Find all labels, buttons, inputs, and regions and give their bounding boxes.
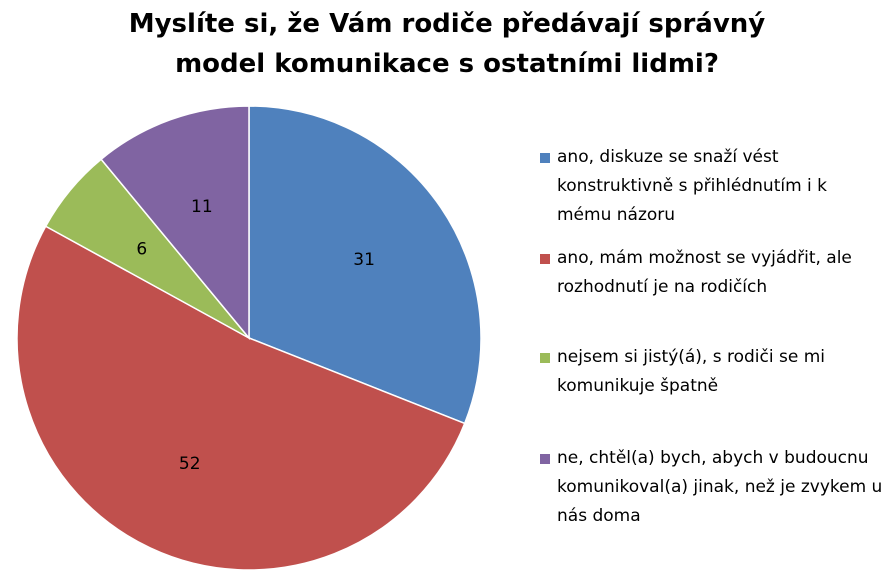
legend-item: nejsem si jistý(á), s rodiči se mi komun… — [540, 343, 885, 401]
data-label: 6 — [136, 239, 147, 259]
legend-swatch — [540, 254, 550, 264]
legend-label: ano, diskuze se snaží vést konstruktivně… — [557, 147, 828, 225]
pie-slice — [100, 105, 250, 341]
legend-label: ne, chtěl(a) bych, abych v budoucnu komu… — [557, 448, 883, 526]
data-label: 31 — [353, 250, 375, 270]
legend-label: ano, mám možnost se vyjádřit, ale rozhod… — [557, 248, 852, 297]
legend-item: ano, diskuze se snaží vést konstruktivně… — [540, 143, 885, 230]
legend-swatch — [540, 153, 550, 163]
legend-swatch — [540, 454, 550, 464]
data-label: 11 — [191, 197, 213, 217]
legend-item: ne, chtěl(a) bych, abych v budoucnu komu… — [540, 444, 885, 531]
legend-swatch — [540, 353, 550, 363]
data-label: 52 — [179, 454, 201, 474]
legend-item: ano, mám možnost se vyjádřit, ale rozhod… — [540, 244, 885, 302]
pie-slice — [16, 225, 466, 571]
pie-slice — [248, 105, 482, 425]
legend-label: nejsem si jistý(á), s rodiči se mi komun… — [557, 347, 826, 396]
chart-title: Myslíte si, že Vám rodiče předávají sprá… — [128, 9, 766, 79]
